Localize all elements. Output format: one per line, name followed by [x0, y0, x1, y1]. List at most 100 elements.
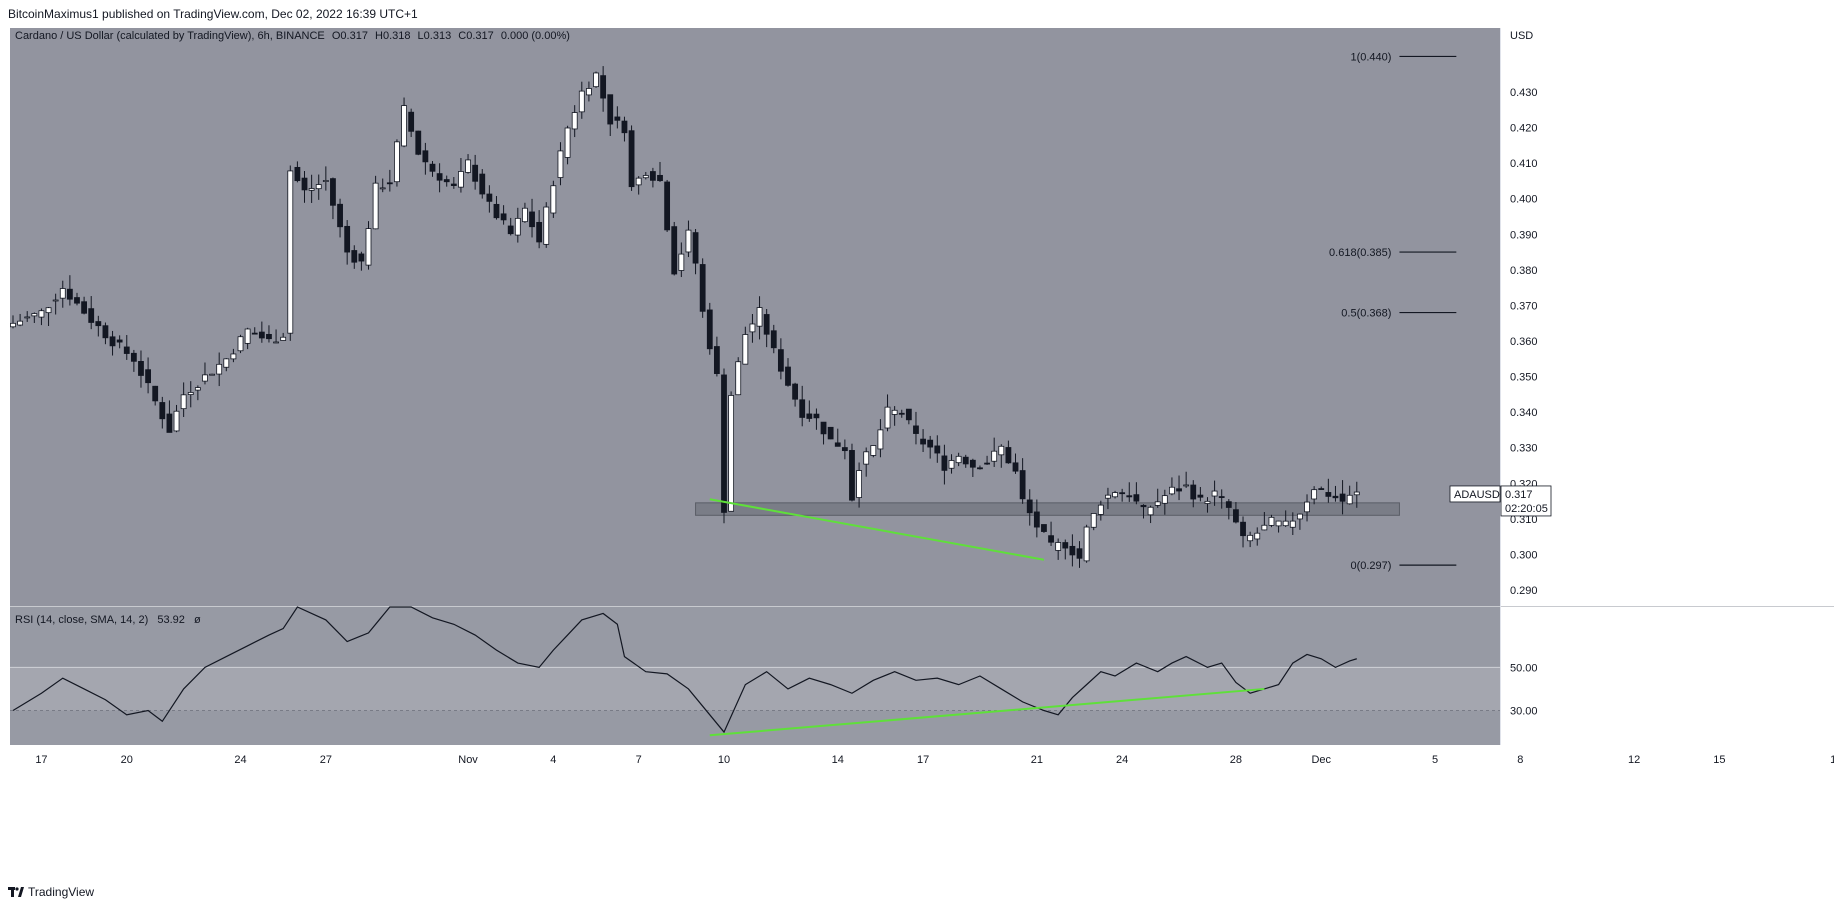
- candle-body[interactable]: [1062, 542, 1069, 549]
- candle-body[interactable]: [1339, 493, 1346, 502]
- candle-body[interactable]: [237, 336, 244, 352]
- tradingview-logo[interactable]: TradingView: [8, 885, 94, 899]
- candle-body[interactable]: [365, 228, 372, 266]
- candle-body[interactable]: [1041, 524, 1047, 532]
- candle-body[interactable]: [749, 323, 756, 333]
- candle-body[interactable]: [422, 150, 429, 163]
- candle-body[interactable]: [1304, 501, 1310, 513]
- candle-body[interactable]: [678, 253, 685, 271]
- candle-body[interactable]: [806, 413, 813, 419]
- candle-body[interactable]: [607, 94, 614, 125]
- candle-body[interactable]: [479, 173, 486, 195]
- candle-body[interactable]: [45, 307, 52, 314]
- candle-body[interactable]: [792, 383, 798, 400]
- candle-body[interactable]: [1297, 513, 1303, 520]
- candle-body[interactable]: [1005, 447, 1012, 464]
- candle-body[interactable]: [1055, 542, 1062, 551]
- candle-body[interactable]: [251, 332, 258, 335]
- candle-body[interactable]: [1282, 520, 1289, 527]
- price-trendline-segment[interactable]: [709, 498, 1045, 561]
- chart-frame[interactable]: 1(0.440) 0.618(0.385) 0.5(0.368) 0(0.297) 0…: [10, 28, 1834, 871]
- candle-body[interactable]: [287, 170, 294, 334]
- candle-body[interactable]: [984, 462, 990, 465]
- candle-body[interactable]: [38, 310, 45, 318]
- rsi-trendline-segment[interactable]: [709, 687, 1265, 737]
- candle-body[interactable]: [1190, 484, 1197, 500]
- candle-body[interactable]: [870, 445, 877, 456]
- candle-body[interactable]: [187, 392, 194, 395]
- candle-body[interactable]: [721, 374, 727, 513]
- candle-body[interactable]: [1097, 504, 1104, 515]
- candle-body[interactable]: [1275, 520, 1282, 527]
- time-axis-background[interactable]: [10, 745, 1834, 771]
- candle-body[interactable]: [273, 341, 279, 344]
- candle-body[interactable]: [927, 439, 934, 448]
- candle-body[interactable]: [386, 182, 393, 185]
- candle-body[interactable]: [941, 455, 948, 471]
- candle-body[interactable]: [1019, 470, 1026, 500]
- candle-body[interactable]: [173, 410, 180, 432]
- candle-body[interactable]: [692, 232, 699, 264]
- candle-body[interactable]: [351, 250, 358, 263]
- candle-body[interactable]: [1332, 495, 1339, 499]
- candle-body[interactable]: [1033, 511, 1040, 528]
- candle-body[interactable]: [1289, 520, 1296, 528]
- candle-body[interactable]: [209, 373, 215, 376]
- candle-body[interactable]: [486, 193, 493, 202]
- candle-body[interactable]: [308, 188, 315, 191]
- candle-body[interactable]: [81, 301, 87, 314]
- candle-body[interactable]: [145, 369, 151, 384]
- candle-body[interactable]: [95, 321, 102, 327]
- support-zone-rect[interactable]: [695, 502, 1400, 516]
- candle-body[interactable]: [408, 111, 415, 132]
- candle-body[interactable]: [635, 177, 642, 186]
- candle-body[interactable]: [244, 328, 251, 344]
- candle-body[interactable]: [827, 426, 834, 440]
- candle-body[interactable]: [280, 336, 287, 341]
- candle-body[interactable]: [10, 322, 16, 328]
- candle-body[interactable]: [884, 406, 891, 429]
- candle-body[interactable]: [742, 334, 749, 365]
- candle-body[interactable]: [1112, 492, 1118, 498]
- candle-body[interactable]: [905, 408, 912, 421]
- candle-body[interactable]: [500, 213, 507, 221]
- candle-body[interactable]: [493, 203, 500, 219]
- candle-body[interactable]: [1233, 509, 1239, 523]
- candle-body[interactable]: [1048, 535, 1054, 543]
- candle-body[interactable]: [1225, 501, 1232, 508]
- candle-body[interactable]: [1161, 495, 1168, 504]
- candle-body[interactable]: [138, 361, 144, 376]
- candle-body[interactable]: [465, 159, 471, 173]
- candle-body[interactable]: [1311, 489, 1318, 500]
- candle-body[interactable]: [891, 409, 898, 415]
- candle-body[interactable]: [109, 336, 116, 347]
- candle-body[interactable]: [294, 166, 301, 182]
- candle-body[interactable]: [756, 307, 763, 327]
- candle-body[interactable]: [1254, 532, 1261, 540]
- price-axis-background[interactable]: [1500, 28, 1834, 606]
- candle-body[interactable]: [66, 288, 73, 300]
- candle-body[interactable]: [216, 363, 223, 375]
- candle-body[interactable]: [230, 353, 237, 360]
- candle-body[interactable]: [571, 112, 578, 130]
- candle-body[interactable]: [600, 75, 607, 99]
- candle-body[interactable]: [514, 217, 521, 236]
- candle-body[interactable]: [977, 467, 983, 470]
- candle-body[interactable]: [628, 130, 635, 188]
- candle-body[interactable]: [657, 174, 663, 182]
- candle-body[interactable]: [578, 90, 585, 113]
- candle-body[interactable]: [593, 72, 599, 88]
- candle-body[interactable]: [266, 333, 272, 340]
- price-pane-background[interactable]: [10, 28, 1500, 606]
- candle-body[interactable]: [1218, 496, 1225, 498]
- candle-body[interactable]: [130, 352, 137, 362]
- candle-body[interactable]: [166, 413, 173, 433]
- candle-body[interactable]: [123, 346, 130, 354]
- candle-body[interactable]: [1325, 492, 1332, 497]
- candle-body[interactable]: [536, 221, 543, 243]
- candle-body[interactable]: [763, 314, 770, 335]
- candle-body[interactable]: [31, 313, 38, 317]
- candle-body[interactable]: [813, 413, 820, 419]
- candle-body[interactable]: [671, 226, 678, 275]
- candle-body[interactable]: [1147, 506, 1154, 516]
